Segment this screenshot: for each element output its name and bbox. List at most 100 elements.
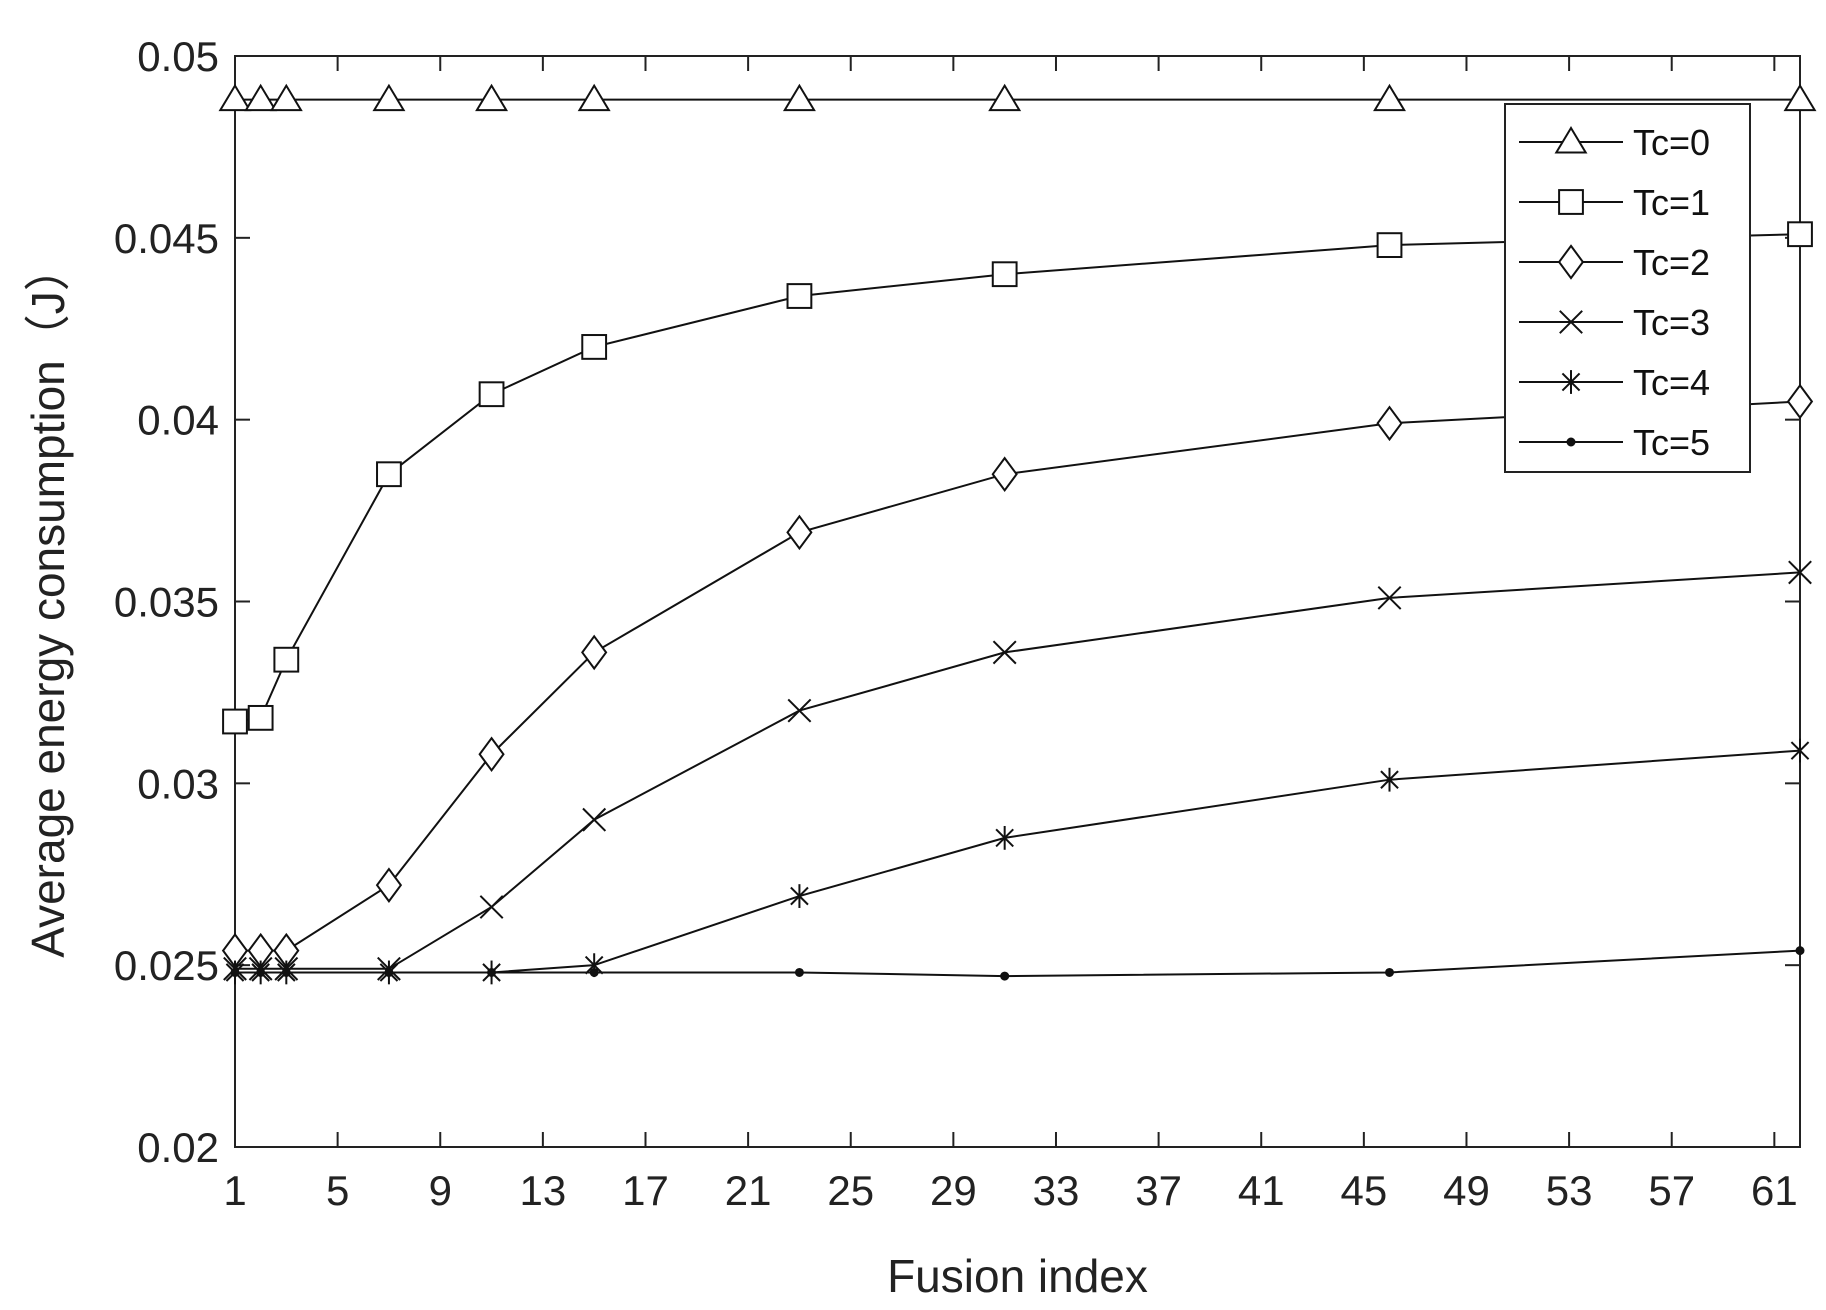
x-marker	[1559, 310, 1583, 334]
square-marker	[1558, 189, 1584, 215]
dot-marker	[589, 967, 599, 977]
x-tick-label: 45	[1340, 1167, 1387, 1214]
series-line	[235, 571, 1801, 970]
square-marker	[222, 708, 248, 735]
diamond-marker	[375, 867, 403, 903]
x-tick-label: 1	[223, 1167, 246, 1214]
x-marker	[1377, 585, 1402, 610]
triangle-marker	[269, 83, 303, 112]
x-marker	[1788, 560, 1812, 585]
triangle-marker	[782, 83, 816, 112]
diamond-marker	[786, 514, 813, 551]
square-marker	[376, 461, 402, 488]
diamond-marker	[1786, 383, 1814, 420]
square-marker	[478, 381, 505, 408]
x-marker	[992, 640, 1017, 665]
triangle-marker	[475, 83, 509, 112]
square-marker	[1376, 232, 1403, 259]
x-marker-stroke	[1788, 560, 1812, 585]
y-tick-label: 0.025	[114, 942, 219, 989]
square-marker	[247, 704, 274, 731]
triangle-marker	[218, 83, 252, 112]
x-axis-ticks: 1 5 9 13 17 21 25 29 33 37 41 45 49 53 57 61	[223, 56, 1798, 1214]
y-axis-label: Average energy consumption（J）	[22, 245, 74, 958]
x-tick-label: 9	[429, 1167, 452, 1214]
diamond-marker	[478, 736, 505, 773]
x-tick-label: 57	[1648, 1167, 1695, 1214]
y-tick-label: 0.05	[137, 33, 219, 80]
x-tick-label: 21	[725, 1167, 772, 1214]
axes: 1 5 9 13 17 21 25 29 33 37 41 45 49 53 57 61 0.02 0.025 0…	[114, 33, 1800, 1214]
legend-item: Tc=4	[1519, 362, 1710, 403]
dot-marker	[1000, 971, 1010, 981]
square-marker	[273, 646, 300, 673]
asterisk-marker	[790, 884, 809, 908]
series-line	[234, 233, 1801, 723]
dot-marker	[384, 967, 394, 977]
y-axis-ticks: 0.02 0.025 0.03 0.035 0.04 0.045 0.05	[114, 33, 1800, 1171]
dot-marker	[256, 967, 266, 977]
x-marker	[479, 895, 504, 919]
legend-box	[1504, 103, 1751, 473]
x-axis-label: Fusion index	[887, 1250, 1148, 1302]
dot-marker	[1385, 967, 1395, 977]
y-tick-label: 0.04	[137, 397, 219, 444]
triangle-marker	[988, 83, 1022, 112]
dot-marker	[1566, 437, 1576, 447]
square-marker	[1787, 221, 1813, 248]
legend-label: Tc=3	[1633, 302, 1710, 343]
dot-marker	[487, 967, 497, 977]
legend: Tc=0 Tc=1 Tc=2 Tc=3 Tc=4 Tc=5	[1504, 103, 1751, 473]
legend-label: Tc=2	[1633, 242, 1710, 283]
asterisk-marker	[1561, 370, 1581, 394]
x-tick-label: 41	[1238, 1167, 1285, 1214]
y-tick-label: 0.03	[137, 760, 219, 807]
asterisk-marker	[995, 825, 1014, 850]
x-tick-label: 61	[1751, 1167, 1798, 1214]
dot-marker	[794, 967, 804, 977]
x-marker-stroke	[1559, 310, 1583, 334]
legend-item: Tc=5	[1519, 422, 1710, 463]
legend-label: Tc=0	[1633, 122, 1710, 163]
x-marker	[787, 698, 812, 723]
x-tick-label: 5	[326, 1167, 349, 1214]
triangle-marker	[1783, 83, 1817, 112]
legend-label: Tc=1	[1633, 182, 1710, 223]
x-tick-label: 17	[622, 1167, 669, 1214]
triangle-marker	[244, 83, 278, 112]
triangle-marker	[372, 83, 406, 112]
x-marker-stroke	[992, 640, 1017, 665]
diamond-marker	[581, 634, 608, 671]
square-marker	[786, 283, 813, 309]
x-tick-label: 49	[1443, 1167, 1490, 1214]
y-tick-label: 0.02	[137, 1124, 219, 1171]
x-tick-label: 29	[930, 1167, 977, 1214]
series-layer	[218, 83, 1817, 985]
x-marker-stroke	[1377, 585, 1402, 610]
asterisk-marker	[1380, 767, 1399, 792]
legend-label: Tc=5	[1633, 422, 1710, 463]
legend-item: Tc=0	[1519, 122, 1710, 163]
x-marker-stroke	[479, 895, 504, 919]
x-marker-stroke	[582, 807, 607, 832]
diamond-marker	[1557, 244, 1585, 280]
x-tick-label: 13	[520, 1167, 567, 1214]
x-tick-label: 25	[827, 1167, 874, 1214]
legend-item: Tc=1	[1519, 182, 1710, 223]
series-tc-2	[221, 383, 1814, 969]
legend-item: Tc=2	[1519, 242, 1710, 283]
y-tick-label: 0.035	[114, 579, 219, 626]
dot-marker	[281, 967, 291, 977]
dot-marker	[1795, 946, 1805, 956]
x-tick-label: 37	[1135, 1167, 1182, 1214]
triangle-marker	[1554, 126, 1588, 154]
dot-marker	[230, 967, 240, 977]
x-tick-label: 53	[1546, 1167, 1593, 1214]
triangle-marker	[577, 83, 611, 112]
x-tick-label: 33	[1033, 1167, 1080, 1214]
diamond-marker	[1376, 405, 1403, 442]
legend-label: Tc=4	[1633, 362, 1710, 403]
series-tc-0	[218, 83, 1817, 112]
legend-item: Tc=3	[1519, 302, 1710, 343]
